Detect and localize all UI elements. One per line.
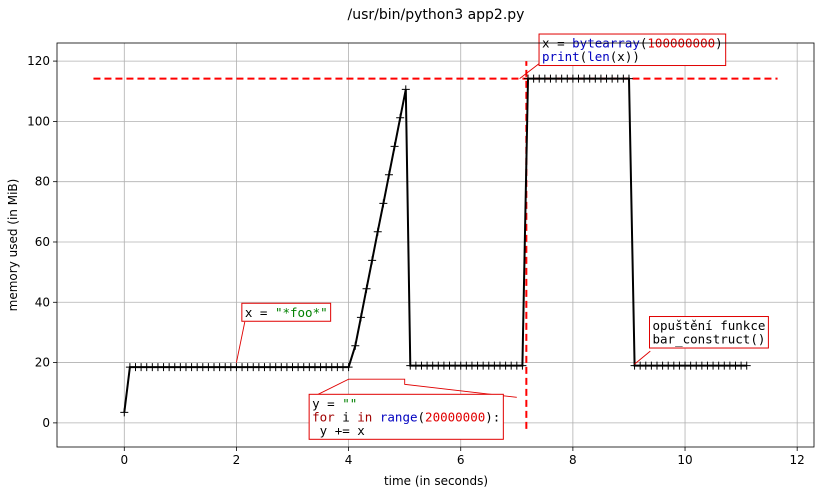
annotation-token: "" — [342, 396, 357, 411]
annotation-token: ( — [580, 49, 588, 64]
annotation-token: y += x — [312, 423, 365, 438]
annotation-leader — [311, 378, 517, 398]
data-point-marker — [368, 256, 377, 265]
annotation-leader — [235, 321, 246, 363]
annotation-token: (x)) — [610, 49, 640, 64]
plot-area — [57, 43, 814, 447]
y-tick-label: 40 — [35, 295, 50, 309]
annotation-box — [241, 302, 332, 322]
annotation-box — [308, 393, 504, 440]
data-point-marker — [401, 85, 410, 94]
data-point-marker — [351, 341, 360, 350]
annotation-text: x = "*foo*" — [245, 305, 328, 320]
annotation-token: 20000000 — [425, 409, 485, 424]
data-point-marker — [384, 170, 393, 179]
data-point-marker — [362, 284, 371, 293]
annotation-token: ): — [485, 409, 500, 424]
data-point-marker — [344, 363, 353, 372]
annotation-box — [538, 33, 727, 67]
annotation-token — [372, 409, 380, 424]
annotation-token: print — [542, 49, 580, 64]
annotation-token: y = — [312, 396, 342, 411]
x-tick-label: 8 — [569, 453, 577, 467]
annotation-leader — [519, 62, 541, 79]
y-tick-label: 100 — [27, 114, 50, 128]
data-point-marker — [120, 408, 129, 417]
x-tick-label: 2 — [233, 453, 241, 467]
annotation-leader — [634, 350, 651, 365]
reference-lines — [93, 61, 778, 429]
annotation-token: for — [312, 409, 335, 424]
data-point-marker — [742, 361, 751, 370]
annotation-token: x = — [245, 305, 275, 320]
y-tick-label: 0 — [42, 416, 50, 430]
code-annotation: opuštění funkce bar_construct() — [634, 316, 769, 365]
annotation-token: bar_construct() — [653, 332, 766, 347]
annotation-token: len — [587, 49, 610, 64]
y-tick-label: 120 — [27, 54, 50, 68]
chart-title: /usr/bin/python3 app2.py — [348, 7, 525, 23]
x-tick-label: 4 — [345, 453, 353, 467]
data-point-marker — [390, 142, 399, 151]
annotation-token: opuštění funkce — [653, 318, 766, 333]
annotation-text: opuštění funkce bar_construct() — [653, 318, 766, 347]
y-tick-label: 80 — [35, 175, 50, 189]
x-tick-label: 10 — [677, 453, 692, 467]
x-tick-label: 6 — [457, 453, 465, 467]
code-annotation: y = "" for i in range(20000000): y += x — [308, 378, 517, 440]
x-tick-label: 12 — [790, 453, 805, 467]
y-tick-label: 20 — [35, 356, 50, 370]
annotation-token: in — [357, 409, 372, 424]
annotations: x = "*foo*"y = "" for i in range(20000000… — [235, 33, 769, 440]
plot-frame — [56, 42, 815, 448]
data-point-marker — [356, 313, 365, 322]
y-tick-label: 60 — [35, 235, 50, 249]
data-point-marker — [379, 199, 388, 208]
x-tick-label: 0 — [120, 453, 128, 467]
data-point-marker — [373, 227, 382, 236]
code-annotation: x = "*foo*" — [235, 302, 332, 363]
x-axis-label: time (in seconds) — [384, 474, 488, 488]
annotation-box — [649, 316, 769, 349]
annotation-token: ( — [418, 409, 426, 424]
annotation-token: i — [335, 409, 358, 424]
annotation-text: y = "" for i in range(20000000): y += x — [312, 396, 500, 438]
y-axis-label: memory used (in MiB) — [6, 179, 20, 312]
annotation-token: "*foo*" — [275, 305, 328, 320]
data-point-marker — [396, 113, 405, 122]
annotation-token: range — [380, 409, 418, 424]
data-point-marker — [518, 361, 527, 370]
data-point-marker — [624, 74, 633, 83]
memory-series — [120, 74, 751, 417]
